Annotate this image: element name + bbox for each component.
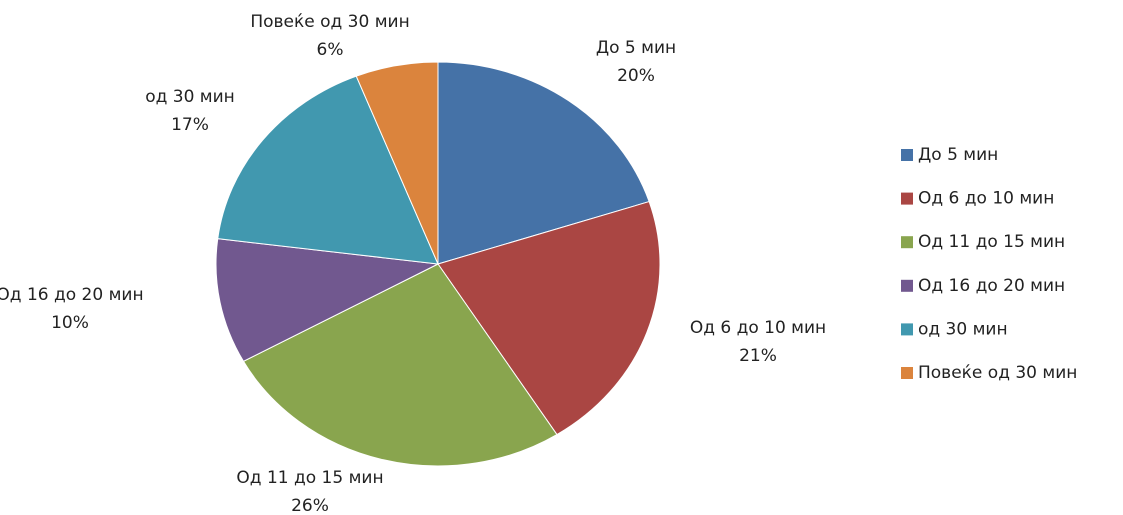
slice-value: 6% [317, 40, 344, 60]
legend-swatch [901, 279, 913, 292]
slice-label: Од 11 до 15 мин [236, 468, 383, 488]
legend-label: Од 6 до 10 мин [918, 189, 1054, 209]
legend-swatch [901, 192, 913, 205]
pie-slice [355, 61, 439, 265]
pie-slice [437, 61, 650, 265]
legend-label: од 30 мин [918, 319, 1008, 339]
pie-slice [217, 75, 439, 265]
slice-value: 17% [171, 115, 209, 135]
slice-label: До 5 мин [596, 38, 676, 58]
slice-value: 21% [739, 346, 777, 366]
legend-label: Повеќе од 30 мин [918, 363, 1077, 383]
pie-slice [437, 200, 661, 436]
legend-label: Од 11 до 15 мин [918, 232, 1065, 252]
slice-value: 26% [291, 496, 329, 515]
slice-label: Од 16 до 20 мин [0, 285, 144, 305]
legend-label: Од 16 до 20 мин [918, 276, 1065, 296]
pie-slice [215, 238, 440, 362]
legend-swatch [901, 236, 913, 249]
legend-swatch [901, 149, 913, 161]
slice-label: Повеќе од 30 мин [250, 12, 409, 32]
slice-value: 10% [51, 313, 89, 333]
slice-label: Од 6 до 10 мин [690, 318, 826, 338]
pie-slice [242, 263, 558, 467]
legend-swatch [901, 323, 913, 336]
legend-label: До 5 мин [918, 145, 998, 165]
slice-value: 20% [617, 66, 655, 86]
legend-swatch [901, 367, 913, 379]
slice-label: од 30 мин [145, 87, 235, 107]
